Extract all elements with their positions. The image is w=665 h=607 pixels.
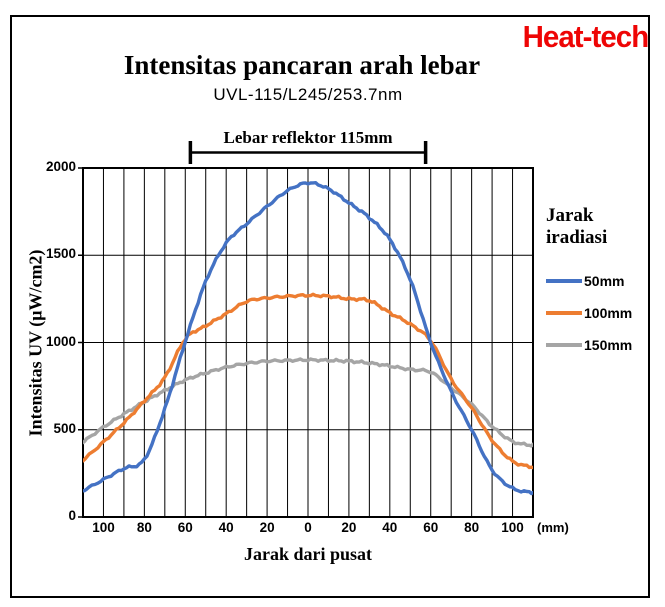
y-axis-title: Intensitas UV (μW/cm2): [25, 249, 46, 437]
chart-subtitle: UVL-115/L245/253.7nm: [213, 85, 403, 104]
brand-logo: Heat-tech: [522, 19, 649, 54]
legend-swatch-icon: [546, 343, 582, 347]
series-line-100mm: [83, 292, 533, 470]
legend-item-150mm: 150mm: [546, 335, 632, 355]
legend-label: 50mm: [584, 273, 625, 289]
legend-swatch-icon: [546, 279, 582, 283]
y-tick-label: 1500: [45, 246, 76, 262]
x-tick-label: 20: [341, 520, 357, 535]
x-tick-label: 60: [177, 520, 193, 535]
x-tick-label: 100: [501, 520, 524, 535]
legend: Jarak iradiasi 50mm 100mm 150mm: [546, 205, 656, 353]
y-tick-label: 1000: [45, 333, 76, 349]
legend-label: 150mm: [584, 337, 633, 353]
series-line-150mm: [83, 357, 533, 448]
legend-label: 100mm: [584, 305, 633, 321]
x-tick-label: 60: [423, 520, 439, 535]
reflector-width-annotation: Lebar reflektor 115mm: [223, 128, 393, 147]
x-tick-label: 80: [136, 520, 152, 535]
x-tick-label: 20: [259, 520, 275, 535]
chart-title: Intensitas pancaran arah lebar: [123, 50, 481, 80]
x-tick-label: 100: [92, 520, 115, 535]
x-tick-label: 40: [382, 520, 398, 535]
plot-border: [82, 167, 534, 518]
page-border: [10, 15, 650, 598]
legend-title: Jarak iradiasi: [546, 205, 608, 248]
x-tick-label: 40: [218, 520, 234, 535]
y-tick-label: 500: [53, 420, 76, 436]
x-axis-title: Jarak dari pusat: [243, 544, 373, 564]
legend-item-50mm: 50mm: [546, 271, 624, 291]
x-tick-label: 80: [464, 520, 480, 535]
series-line-50mm: [83, 181, 533, 496]
y-tick-label: 0: [68, 508, 76, 523]
x-axis-unit: (mm): [537, 520, 569, 535]
legend-swatch-icon: [546, 311, 582, 315]
y-tick-label: 2000: [45, 159, 76, 174]
x-tick-label: 0: [304, 520, 312, 535]
legend-item-100mm: 100mm: [546, 303, 632, 323]
